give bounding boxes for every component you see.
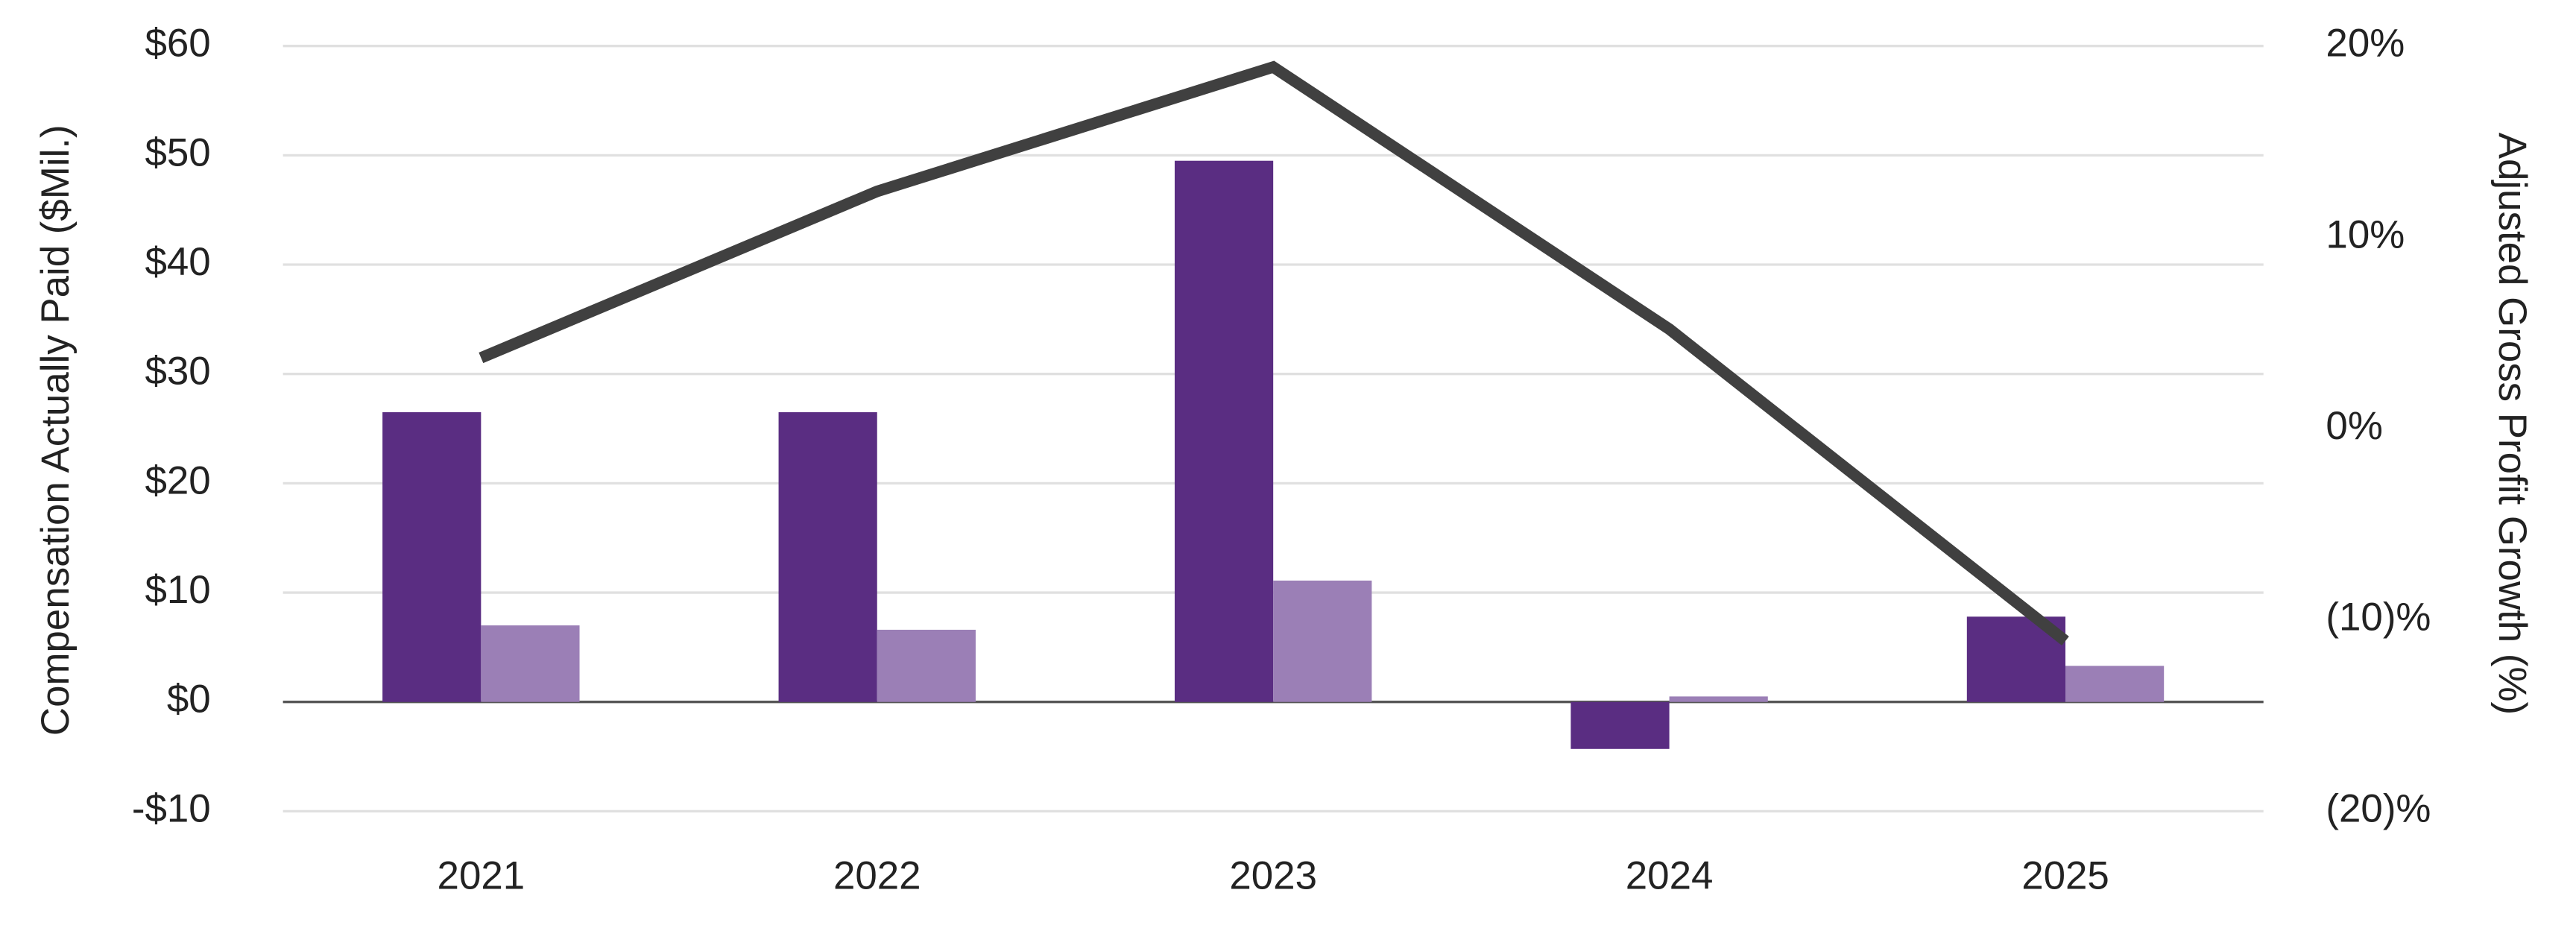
x-tick-label: 2021 — [438, 854, 525, 898]
bar — [1273, 580, 1372, 702]
line — [479, 60, 2069, 646]
x-tick-label: 2023 — [1229, 854, 1317, 898]
y-tick-label: $0 — [167, 678, 211, 722]
bar — [2065, 666, 2165, 702]
y-tick-label: $40 — [145, 240, 210, 284]
bar — [1669, 696, 1768, 702]
y2-tick-label: (10)% — [2326, 596, 2431, 640]
y2-tick-label: 10% — [2326, 212, 2405, 256]
y2-axis-title: Adjusted Gross Profit Growth (%) — [2490, 133, 2534, 715]
y2-tick-label: (20)% — [2326, 786, 2431, 830]
bar — [877, 629, 976, 702]
x-tick-label: 2022 — [833, 854, 921, 898]
y2-tick-label: 0% — [2326, 404, 2382, 448]
x-tick-label: 2025 — [2021, 854, 2109, 898]
y-axis-title: Compensation Actually Paid ($Mil.) — [34, 124, 78, 736]
y-tick-label: $30 — [145, 350, 210, 394]
y-tick-label: $60 — [145, 22, 210, 66]
bar — [382, 412, 482, 702]
y2-tick-label: 20% — [2326, 22, 2405, 66]
y-tick-label: $50 — [145, 130, 210, 174]
bar — [481, 625, 580, 702]
bar — [778, 412, 877, 702]
y-tick-label: -$10 — [132, 786, 211, 830]
x-tick-label: 2024 — [1626, 854, 1714, 898]
bar — [1174, 160, 1274, 702]
y-tick-label: $10 — [145, 568, 210, 612]
bar — [1570, 701, 1670, 749]
y-tick-label: $20 — [145, 458, 210, 502]
